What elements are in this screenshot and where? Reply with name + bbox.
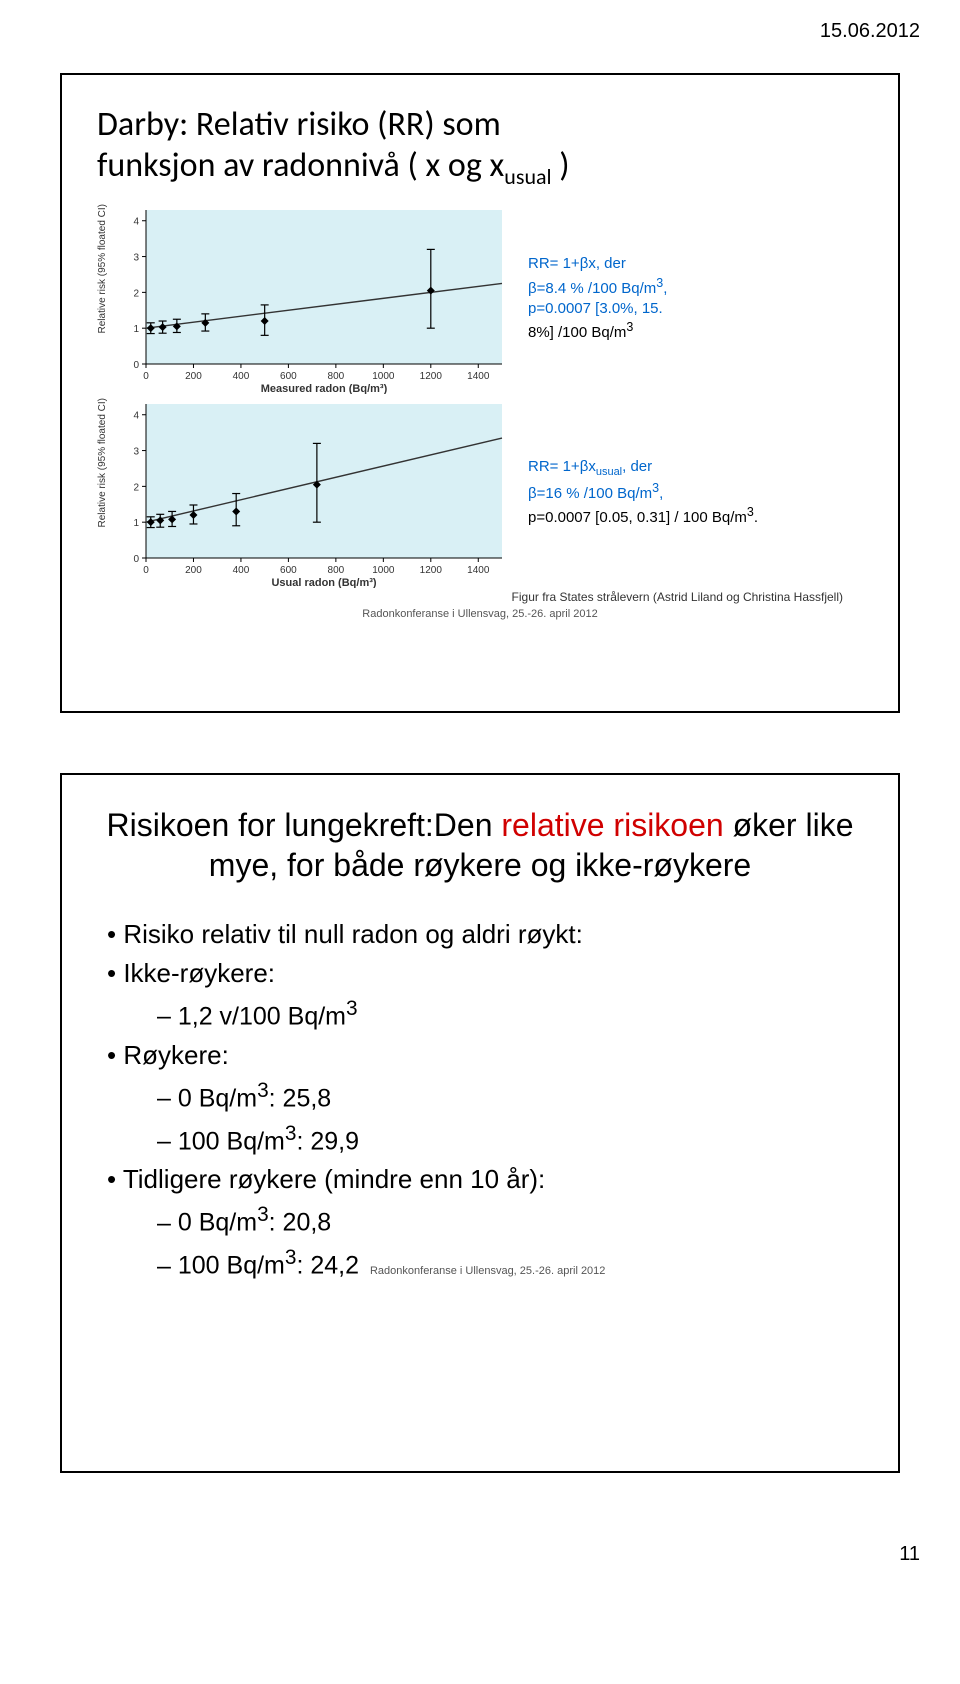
slide-1: Darby: Relativ risiko (RR) som funksjon … — [60, 73, 900, 713]
eq2-l1a: RR= 1+βx — [528, 458, 596, 475]
eq1-l2b: , — [663, 280, 667, 297]
chart2-ylabel: Relative risk (95% floated CI) — [97, 398, 108, 548]
slide2-footer: Radonkonferanse i Ullensvag, 25.-26. apr… — [366, 1265, 605, 1277]
slide2-title: Risikoen for lungekreft:Den relative ris… — [97, 805, 863, 885]
svg-text:0: 0 — [133, 360, 139, 371]
eq2-sup2: 3 — [747, 505, 754, 519]
svg-text:Usual radon (Bq/m³): Usual radon (Bq/m³) — [271, 577, 376, 588]
eq2-l1c: , der — [622, 458, 652, 475]
bullet-2-1: 1,2 v/100 Bq/m3 — [157, 993, 863, 1036]
svg-text:Measured radon (Bq/m³): Measured radon (Bq/m³) — [261, 383, 388, 394]
svg-text:0: 0 — [133, 554, 139, 565]
eq1-l1: RR= 1+βx, der — [528, 255, 626, 272]
svg-text:1000: 1000 — [372, 371, 395, 382]
slide1-footer: Radonkonferanse i Ullensvag, 25.-26. apr… — [97, 608, 863, 620]
slide-2: Risikoen for lungekreft:Den relative ris… — [60, 773, 900, 1473]
svg-text:200: 200 — [185, 371, 202, 382]
svg-text:1: 1 — [133, 324, 139, 335]
eq1-l4a: 8%] /100 Bq/m — [528, 324, 626, 341]
b4s2-sup: 3 — [285, 1246, 297, 1269]
svg-text:4: 4 — [133, 217, 139, 228]
svg-text:0: 0 — [143, 565, 149, 576]
b3s1b: : 25,8 — [269, 1084, 332, 1112]
b3s1a: 0 Bq/m — [178, 1084, 257, 1112]
chart1-row: Relative risk (95% floated CI) 0 1 2 3 4 0 200… — [97, 204, 863, 394]
b3s2-sup: 3 — [285, 1122, 297, 1145]
svg-text:200: 200 — [185, 565, 202, 576]
svg-text:1400: 1400 — [467, 371, 490, 382]
chart1-svg: 0 1 2 3 4 0 200 400 600 800 1000 1200 1400 Measured r… — [118, 204, 508, 394]
page-date: 15.06.2012 — [0, 0, 960, 53]
eq1-l3: p=0.0007 [3.0%, 15. — [528, 300, 663, 317]
b4s1-sup: 3 — [257, 1203, 269, 1226]
eq-block-1: RR= 1+βx, der β=8.4 % /100 Bq/m 3, p=0.00… — [528, 254, 667, 343]
b4s2b: : 24,2 — [296, 1252, 359, 1280]
chart2-area: Relative risk (95% floated CI) 0 1 2 3 4 0 200… — [97, 398, 508, 588]
title-line1: Darby: Relativ risiko (RR) som — [97, 104, 501, 145]
svg-text:1000: 1000 — [372, 565, 395, 576]
b4s2a: 100 Bq/m — [178, 1252, 285, 1280]
chart1-ylabel: Relative risk (95% floated CI) — [97, 204, 108, 354]
title-sub: usual — [504, 163, 551, 190]
svg-text:1200: 1200 — [420, 565, 443, 576]
b4s1b: : 20,8 — [269, 1209, 332, 1237]
svg-text:4: 4 — [133, 411, 139, 422]
bullet-4: Tidligere røykere (mindre enn 10 år): 0 … — [107, 1160, 863, 1285]
svg-text:1200: 1200 — [420, 371, 443, 382]
svg-text:400: 400 — [233, 371, 250, 382]
bullet-3-1: 0 Bq/m3: 25,8 — [157, 1075, 863, 1118]
title-after: ) — [552, 145, 570, 186]
svg-text:400: 400 — [233, 565, 250, 576]
eq1-sup2: 3 — [626, 320, 633, 334]
s2t-b1: Risikoen for lungekreft:Den — [107, 807, 502, 843]
slide1-title: Darby: Relativ risiko (RR) som funksjon … — [97, 105, 863, 190]
svg-text:3: 3 — [133, 447, 139, 458]
bullet-4-1: 0 Bq/m3: 20,8 — [157, 1199, 863, 1242]
eq2-l3: p=0.0007 [0.05, 0.31] / 100 Bq/m — [528, 509, 747, 526]
b4-text: Tidligere røykere (mindre enn 10 år): — [123, 1164, 545, 1194]
eq1-l2a: β=8.4 % /100 Bq/m — [528, 280, 656, 297]
b3s1-sup: 3 — [257, 1079, 269, 1102]
s2t-red: relative risikoen — [501, 807, 723, 843]
svg-text:3: 3 — [133, 253, 139, 264]
page-number: 11 — [0, 1533, 960, 1596]
svg-text:600: 600 — [280, 371, 297, 382]
bullet-3: Røykere: 0 Bq/m3: 25,8 100 Bq/m3: 29,9 — [107, 1036, 863, 1161]
chart2-row: Relative risk (95% floated CI) 0 1 2 3 4 0 200… — [97, 398, 863, 588]
svg-text:800: 800 — [328, 371, 345, 382]
eq2-sub: usual — [596, 466, 622, 478]
bullet-2: Ikke-røykere: 1,2 v/100 Bq/m3 — [107, 954, 863, 1036]
slide2-bullets: Risiko relativ til null radon og aldri r… — [97, 915, 863, 1285]
chart2-svg: 0 1 2 3 4 0 200 400 600 800 1000 1200 1400 Usual rado… — [118, 398, 508, 588]
bullet-1: Risiko relativ til null radon og aldri r… — [107, 915, 863, 954]
b3-text: Røykere: — [123, 1040, 228, 1070]
eq-block-2: RR= 1+βxusual, der β=16 % /100 Bq/m 3, p=… — [528, 457, 758, 528]
svg-text:1: 1 — [133, 518, 139, 529]
eq2-l3end: . — [754, 509, 758, 526]
svg-text:0: 0 — [143, 371, 149, 382]
svg-text:800: 800 — [328, 565, 345, 576]
b2s1-sup: 3 — [346, 997, 358, 1020]
b4s1a: 0 Bq/m — [178, 1209, 257, 1237]
title-line2: funksjon av radonnivå ( x og x — [97, 145, 504, 186]
b2-text: Ikke-røykere: — [123, 958, 275, 988]
svg-text:600: 600 — [280, 565, 297, 576]
b3s2b: : 29,9 — [296, 1127, 359, 1155]
bullet-3-2: 100 Bq/m3: 29,9 — [157, 1118, 863, 1161]
b3s2a: 100 Bq/m — [178, 1127, 285, 1155]
svg-text:1400: 1400 — [467, 565, 490, 576]
b1-text: Risiko relativ til null radon og aldri r… — [123, 919, 583, 949]
chart1-area: Relative risk (95% floated CI) 0 1 2 3 4 0 200… — [97, 204, 508, 394]
svg-text:2: 2 — [133, 288, 139, 299]
svg-text:2: 2 — [133, 482, 139, 493]
bullet-4-2: 100 Bq/m3: 24,2 Radonkonferanse i Ullens… — [157, 1242, 863, 1285]
fig-caption: Figur fra States strålevern (Astrid Lila… — [97, 590, 863, 604]
b2s1-text: 1,2 v/100 Bq/m — [178, 1002, 346, 1030]
eq2-l2a: β=16 % /100 Bq/m — [528, 485, 652, 502]
eq2-l2b: , — [659, 485, 663, 502]
